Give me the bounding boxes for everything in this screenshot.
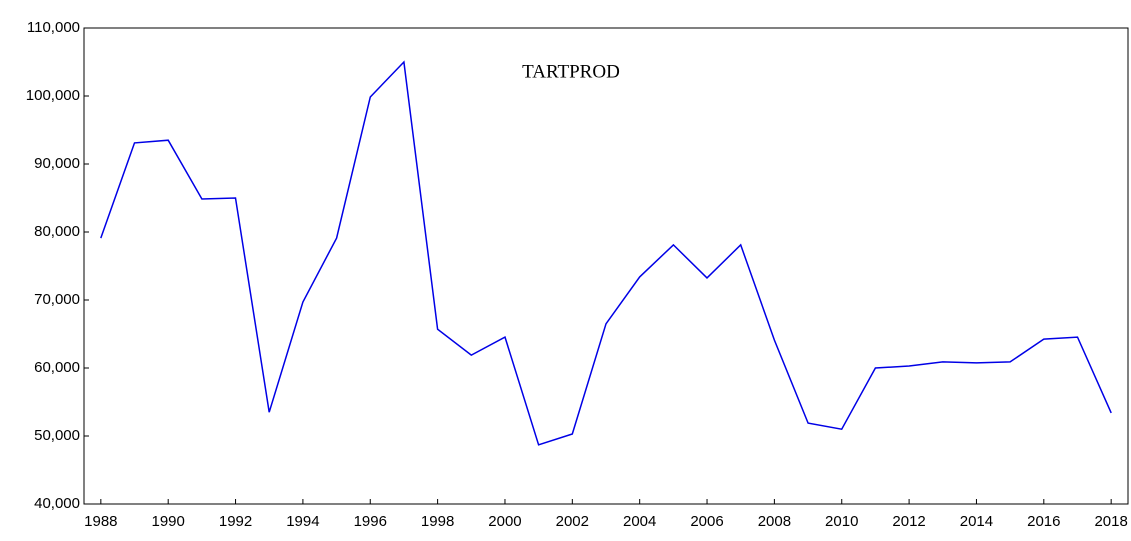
- x-tick-label: 1988: [84, 513, 117, 530]
- x-tick-label: 2006: [690, 513, 723, 530]
- x-tick-label: 2012: [892, 513, 925, 530]
- x-tick-label: 1994: [286, 513, 319, 530]
- series-label: TARTPROD: [522, 61, 620, 82]
- x-tick-label: 2008: [758, 513, 791, 530]
- x-tick-label: 2010: [825, 513, 858, 530]
- series-line: [100, 60, 1112, 446]
- y-tick-label: 80,000: [34, 223, 80, 240]
- x-tick-label: 2016: [1027, 513, 1060, 530]
- y-tick-label: 60,000: [34, 359, 80, 376]
- x-tick-label: 2004: [623, 513, 656, 530]
- x-tick-label: 2014: [960, 513, 993, 530]
- x-tick-label: 2018: [1094, 513, 1127, 530]
- x-tick-label: 2000: [488, 513, 521, 530]
- x-tick-label: 1992: [219, 513, 252, 530]
- y-tick-label: 70,000: [34, 291, 80, 308]
- x-tick-label: 1990: [152, 513, 185, 530]
- x-tick-label: 2002: [556, 513, 589, 530]
- y-tick-label: 90,000: [34, 155, 80, 172]
- y-tick-label: 100,000: [26, 87, 80, 104]
- y-tick-label: 110,000: [27, 19, 80, 36]
- x-tick-label: 1996: [354, 513, 387, 530]
- y-tick-label: 50,000: [34, 427, 80, 444]
- plot-frame: [83, 27, 1129, 505]
- y-tick-label: 40,000: [34, 495, 80, 512]
- x-tick-label: 1998: [421, 513, 454, 530]
